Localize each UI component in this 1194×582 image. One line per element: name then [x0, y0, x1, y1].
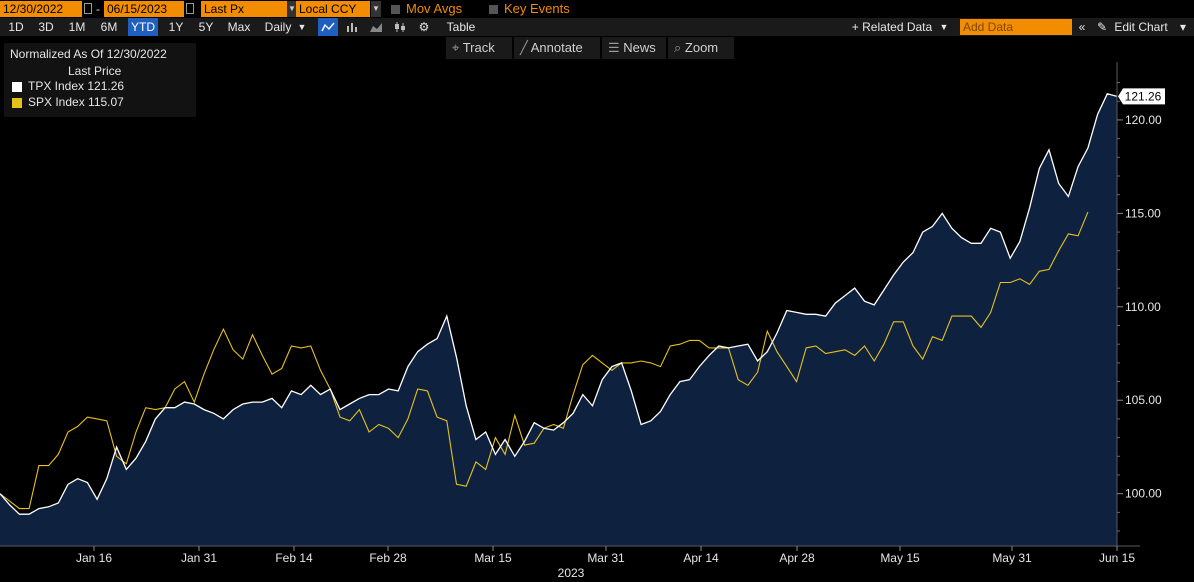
tpx-area-fill — [0, 93, 1117, 547]
news-label: News — [623, 40, 656, 55]
settings-icon[interactable]: ⚙ — [418, 20, 430, 34]
track-label: Track — [462, 40, 495, 55]
legend-title: Normalized As Of 12/30/2022 — [10, 47, 167, 61]
news-icon: ☰ — [608, 40, 620, 55]
edit-chart-button[interactable]: Edit Chart — [1114, 20, 1168, 34]
line-chart-icon[interactable] — [318, 18, 338, 36]
x-tick-label: May 31 — [992, 551, 1032, 565]
start-date-field[interactable]: 12/30/2022 — [0, 1, 82, 17]
key-events-label[interactable]: Key Events — [504, 1, 570, 16]
x-axis-year-label: 2023 — [558, 566, 585, 580]
track-button[interactable]: ⌖ Track — [446, 37, 512, 59]
spx-last-value-badge-text: 115.07 — [1125, 0, 1161, 3]
chevron-down-icon[interactable]: ▼ — [371, 1, 381, 17]
period-max-button[interactable]: Max — [227, 20, 251, 34]
legend-entry-tpx[interactable]: TPX Index 121.26 — [28, 79, 125, 93]
zoom-label: Zoom — [684, 40, 719, 55]
spx-last-value-badge: 115.07 — [1125, 0, 1161, 3]
price-field-select[interactable]: Last Px — [201, 1, 287, 17]
y-tick-label: 115.00 — [1125, 206, 1161, 220]
key-events-checkbox[interactable] — [489, 5, 498, 14]
chevron-down-icon[interactable]: ▼ — [297, 22, 307, 32]
mov-avgs-label[interactable]: Mov Avgs — [406, 1, 463, 16]
period-3d-button[interactable]: 3D — [38, 20, 54, 34]
x-tick-label: May 15 — [880, 551, 920, 565]
calendar-icon[interactable] — [186, 3, 194, 14]
legend-swatch-spx — [12, 98, 22, 108]
tpx-series-line[interactable] — [0, 93, 1118, 515]
date-separator: - — [96, 2, 100, 16]
candlestick-icon[interactable] — [390, 18, 410, 36]
period-6m-button[interactable]: 6M — [100, 20, 118, 34]
bar-chart-icon[interactable] — [342, 18, 362, 36]
zoom-button[interactable]: ⌕ Zoom — [668, 37, 734, 59]
x-tick-label: Mar 31 — [587, 551, 625, 565]
area-chart-icon[interactable] — [366, 18, 386, 36]
end-date-field[interactable]: 06/15/2023 — [104, 1, 184, 17]
add-data-input[interactable]: Add Data — [960, 19, 1072, 35]
annotate-button[interactable]: ╱ Annotate — [514, 37, 600, 59]
edit-icon[interactable]: ✎ — [1096, 20, 1108, 34]
tpx-last-value-badge: 121.26 — [1118, 88, 1165, 105]
x-tick-label: Apr 14 — [683, 551, 719, 565]
legend-swatch-tpx — [12, 82, 22, 92]
y-tick-label: 100.00 — [1125, 487, 1162, 501]
news-button[interactable]: ☰ News — [602, 37, 666, 59]
legend-entry-spx[interactable]: SPX Index 115.07 — [28, 95, 124, 109]
crosshair-icon: ⌖ — [452, 40, 460, 55]
collapse-icon[interactable]: « — [1078, 20, 1086, 34]
x-tick-label: Jan 31 — [181, 551, 217, 565]
chevron-down-icon[interactable]: ▼ — [287, 1, 297, 17]
period-1m-button[interactable]: 1M — [68, 20, 86, 34]
chart-legend: Normalized As Of 12/30/2022 Last Price T… — [4, 43, 196, 117]
chevron-down-icon[interactable]: ▾ — [1179, 20, 1187, 34]
pencil-icon: ╱ — [520, 40, 528, 55]
legend-subtitle: Last Price — [68, 64, 122, 78]
magnifier-icon: ⌕ — [674, 40, 682, 55]
related-data-button[interactable]: + Related Data — [851, 20, 933, 34]
frequency-select[interactable]: Daily — [264, 20, 292, 34]
y-tick-label: 105.00 — [1125, 393, 1162, 407]
x-tick-label: Jun 15 — [1099, 551, 1135, 565]
y-tick-label: 110.00 — [1125, 300, 1161, 314]
x-tick-label: Apr 28 — [779, 551, 815, 565]
chevron-down-icon[interactable]: ▼ — [939, 22, 949, 32]
mov-avgs-checkbox[interactable] — [391, 5, 400, 14]
calendar-icon[interactable] — [84, 3, 92, 14]
y-tick-label: 120.00 — [1125, 113, 1162, 127]
period-ytd-button[interactable]: YTD — [128, 18, 158, 36]
x-tick-label: Mar 15 — [474, 551, 512, 565]
x-tick-label: Jan 16 — [76, 551, 112, 565]
annotate-label: Annotate — [530, 40, 583, 55]
period-1d-button[interactable]: 1D — [8, 20, 24, 34]
x-tick-label: Feb 28 — [369, 551, 407, 565]
period-1y-button[interactable]: 1Y — [168, 20, 184, 34]
period-5y-button[interactable]: 5Y — [198, 20, 214, 34]
currency-select[interactable]: Local CCY — [296, 1, 370, 17]
toolbar-top: 12/30/2022 - 06/15/2023 Last Px ▼ Local … — [0, 0, 1194, 18]
tpx-last-value-badge-text: 121.26 — [1125, 89, 1162, 103]
x-tick-label: Feb 14 — [275, 551, 313, 565]
table-button[interactable]: Table — [446, 20, 476, 34]
toolbar-secondary — [0, 18, 1194, 36]
